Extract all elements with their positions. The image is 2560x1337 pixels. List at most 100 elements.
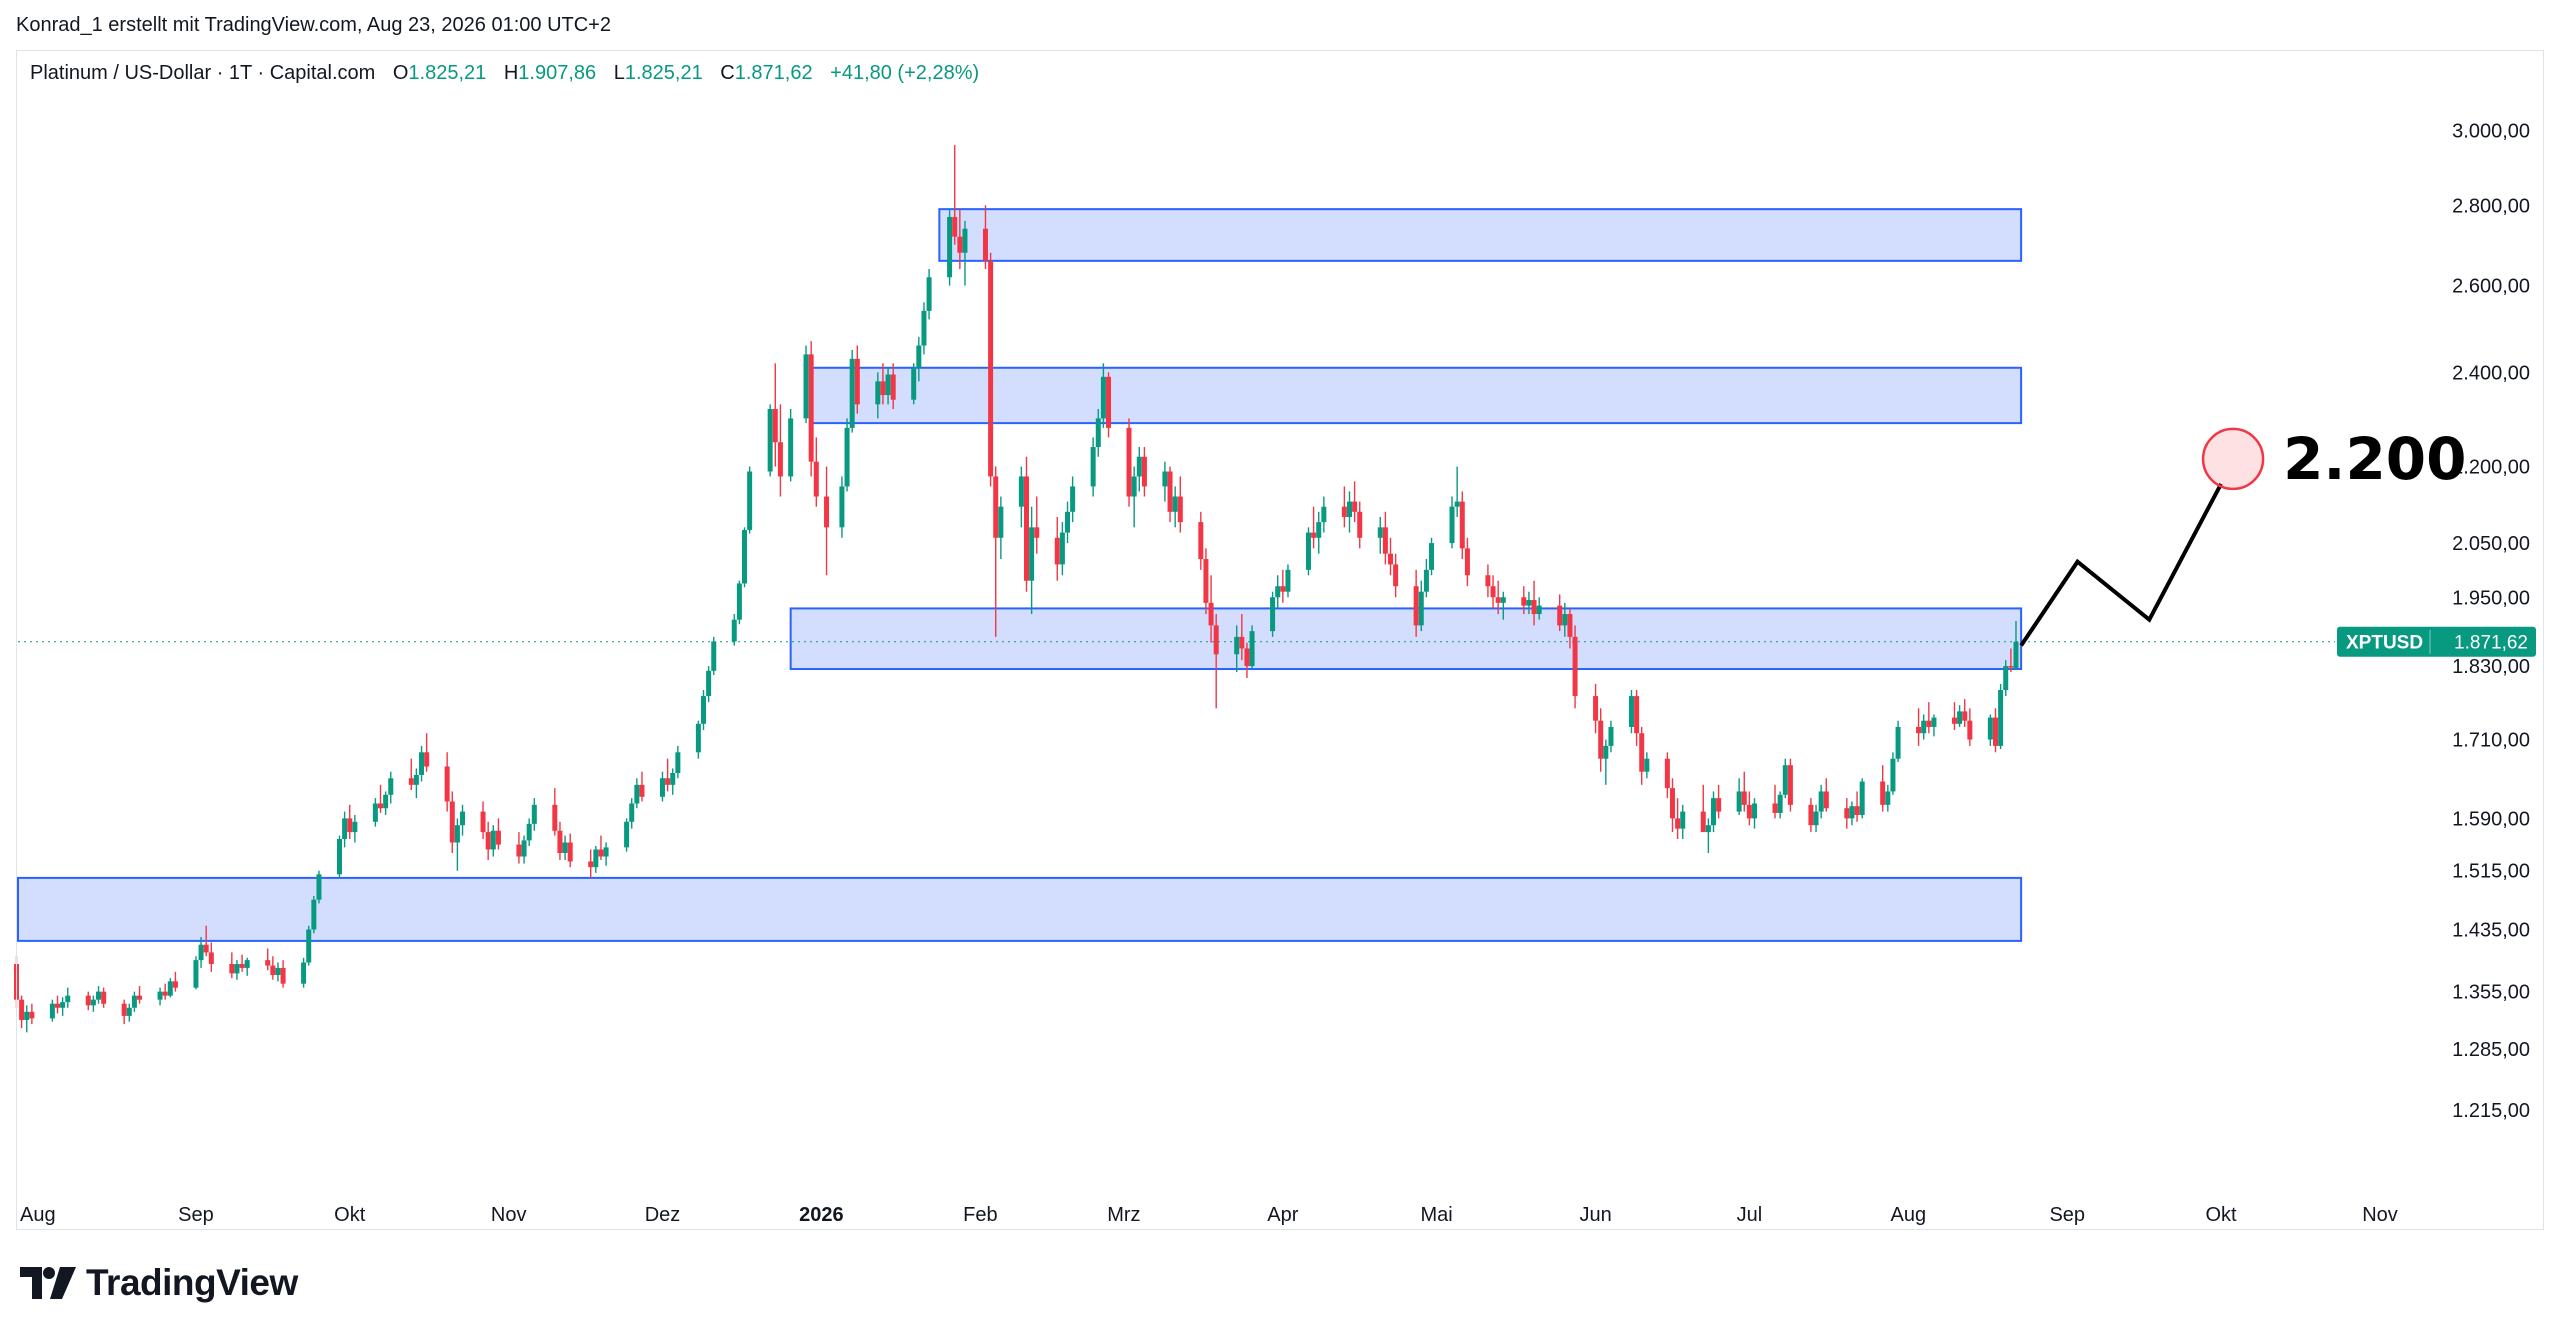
candle [1321, 496, 1327, 533]
candle [19, 995, 25, 1029]
candle [1018, 466, 1024, 528]
candle-body [316, 874, 322, 900]
candle [562, 835, 568, 861]
candle-body [419, 752, 425, 775]
candle-body [1890, 758, 1896, 792]
candle [1711, 791, 1717, 833]
candle-body [1567, 614, 1573, 637]
candle-body [444, 766, 450, 802]
candle [1634, 690, 1640, 746]
candle-body [65, 995, 71, 1003]
zone-3 [789, 607, 2023, 671]
price-tag: XPTUSD 1.871,62 [2337, 626, 2536, 657]
candle [419, 745, 425, 782]
projection-layer [2019, 427, 2265, 647]
candle-body [424, 752, 430, 767]
candle-body [1311, 532, 1317, 538]
candle [301, 957, 307, 988]
candle-body [1536, 605, 1542, 615]
candle-body [1023, 476, 1029, 581]
candle [347, 804, 353, 840]
candle [1772, 784, 1778, 819]
candle-body [1239, 636, 1245, 649]
candle [162, 983, 168, 1000]
candle-body [1926, 720, 1932, 727]
candle-body [1388, 553, 1394, 565]
close-value: 1.871,62 [734, 62, 813, 84]
target-circle [2201, 427, 2265, 491]
candle [1059, 522, 1065, 576]
candle [172, 971, 178, 992]
candle [921, 302, 927, 355]
candle [911, 363, 917, 405]
candle-body [275, 967, 281, 975]
candle [731, 614, 737, 646]
candle-body [244, 960, 250, 968]
candle [962, 220, 968, 286]
candle-body [1921, 720, 1927, 734]
candle-body [1962, 711, 1968, 721]
candle-body [1931, 717, 1937, 727]
candle-body [1593, 696, 1599, 721]
candle-body [1341, 506, 1347, 517]
y-tick-label: 1.215,00 [2452, 1100, 2530, 1122]
candle-body [1557, 605, 1563, 626]
candle [1957, 705, 1963, 727]
candle [1849, 801, 1855, 826]
candle [1859, 778, 1865, 819]
candle [1593, 683, 1599, 734]
candle [193, 956, 199, 990]
candle-body [1275, 586, 1281, 598]
candle [854, 345, 860, 414]
candle-body [1628, 696, 1634, 727]
y-tick-label: 1.435,00 [2452, 920, 2530, 942]
candle [885, 367, 891, 405]
candle [747, 466, 753, 534]
candle-body [1059, 532, 1065, 565]
candle-body [1382, 527, 1388, 554]
symbol-title: Platinum / US-Dollar · 1T · Capital.com [30, 62, 376, 84]
candle [736, 580, 742, 625]
candle-body [854, 358, 860, 405]
candle-body [695, 723, 701, 753]
candle-body [890, 374, 896, 400]
candle [1346, 491, 1352, 533]
candle-body [1270, 597, 1276, 632]
tradingview-logo[interactable]: TradingView [20, 1262, 298, 1304]
candle [1495, 580, 1501, 615]
candle-body [1951, 717, 1957, 724]
candle [624, 818, 630, 852]
candle [454, 818, 460, 871]
candle [1536, 597, 1542, 620]
candle [1967, 708, 1973, 746]
candle-body [670, 773, 676, 785]
candle [952, 145, 958, 245]
candle-body [490, 830, 496, 850]
candle-body [998, 506, 1004, 538]
time-axis: Aug Sep Okt Nov Dez 2026 Feb Mrz Apr Mai Jun Jul Aug… [20, 1204, 2398, 1226]
candle-body [1992, 717, 1998, 746]
candle-body [1198, 522, 1204, 560]
candle [824, 466, 830, 576]
candle [1393, 553, 1399, 598]
candle-body [1572, 636, 1578, 697]
candle [460, 804, 466, 836]
candle-body [485, 832, 491, 850]
candle-body [234, 964, 240, 974]
candle [695, 720, 701, 759]
candle-body [1377, 527, 1383, 538]
candle-body [1464, 548, 1470, 576]
candle-body [926, 277, 932, 311]
candle-body [388, 778, 394, 795]
candle-body [952, 216, 958, 237]
candle-body [1029, 527, 1035, 581]
candle [383, 791, 389, 815]
candle-body [413, 774, 419, 785]
candle-body [1305, 532, 1311, 570]
candle [1029, 506, 1035, 615]
zone-4 [17, 876, 2023, 942]
candle-body [372, 803, 378, 822]
candle-body [1070, 486, 1076, 512]
candle-body [301, 962, 307, 984]
